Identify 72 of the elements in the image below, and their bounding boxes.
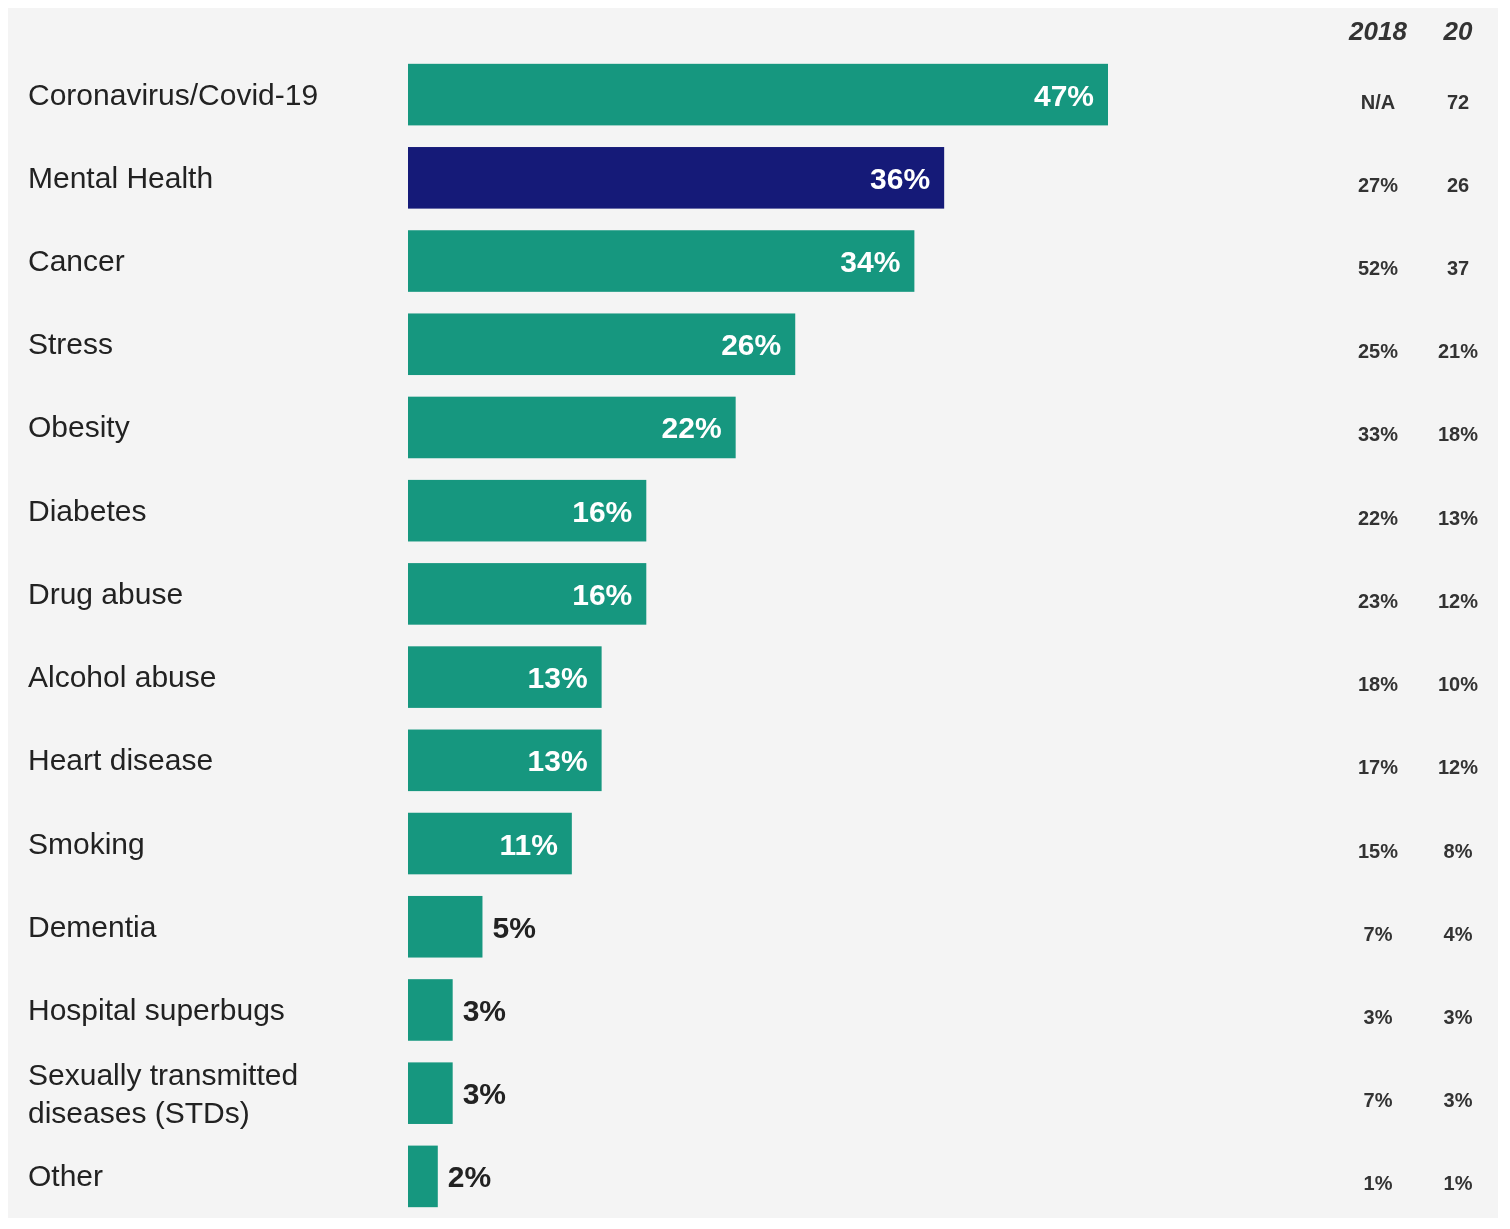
y-tick-label: Obesity [28, 410, 130, 444]
bar [408, 230, 915, 292]
bar [408, 1062, 453, 1124]
data-label: 13% [527, 661, 588, 695]
y-tick-label: Hospital superbugs [28, 992, 285, 1026]
bar [408, 563, 647, 625]
text: 8% [1443, 839, 1473, 862]
y-tick-label: Dementia [28, 909, 157, 943]
bar [408, 729, 602, 792]
bar [408, 812, 572, 875]
text: 20 [1442, 16, 1473, 46]
text: 3% [1363, 1005, 1393, 1028]
text: 18% [1357, 673, 1399, 696]
text: 27% [1357, 173, 1399, 196]
text: 2018 [1348, 16, 1408, 46]
text: 1% [1443, 1172, 1473, 1195]
bar [408, 1145, 438, 1208]
text: 26 [1446, 173, 1470, 196]
bar [408, 396, 736, 459]
text: 25% [1357, 340, 1399, 363]
text: 37 [1446, 257, 1470, 280]
text: 7% [1363, 922, 1393, 945]
bar [408, 979, 453, 1041]
data-label: 47% [1033, 78, 1094, 112]
text: 3% [1443, 1005, 1473, 1028]
text: N/A [1360, 90, 1396, 113]
y-tick-label: Stress [28, 327, 114, 361]
data-label: 16% [572, 494, 633, 528]
text: 12% [1437, 589, 1479, 612]
y-tick-label: Heart disease [28, 743, 214, 777]
bar [408, 646, 602, 708]
text: 52% [1357, 257, 1399, 280]
bar [408, 895, 483, 958]
y-tick-label: Cancer [28, 244, 125, 278]
text: 23% [1357, 589, 1399, 612]
data-label: 3% [462, 993, 507, 1027]
bar [408, 313, 796, 376]
data-label: 26% [721, 328, 782, 362]
text: 33% [1357, 423, 1399, 446]
text: 3% [1443, 1089, 1473, 1112]
data-label: 34% [840, 245, 901, 279]
data-label: 2% [447, 1160, 492, 1194]
text: 17% [1357, 756, 1399, 779]
text: 72 [1446, 90, 1470, 113]
text: 21% [1437, 340, 1479, 363]
y-tick-label: Drug abuse [28, 576, 184, 610]
y-tick-label: Mental Health [28, 160, 214, 194]
text: 18% [1437, 423, 1479, 446]
y-tick-label: Sexually transmitted diseases (STDs) [28, 1058, 299, 1130]
data-label: 22% [661, 411, 722, 445]
y-tick-label: Smoking [28, 826, 145, 860]
text: 13% [1437, 506, 1479, 529]
text: 10% [1437, 673, 1479, 696]
text: 4% [1443, 922, 1473, 945]
data-label: 36% [870, 161, 931, 195]
text: 7% [1363, 1089, 1393, 1112]
text: 22% [1357, 506, 1399, 529]
bar [408, 479, 647, 542]
y-tick-label: Other [28, 1159, 104, 1193]
y-tick-label: Coronavirus/Covid-19 [28, 77, 319, 111]
y-tick-label: Alcohol abuse [28, 660, 217, 694]
bar [408, 63, 1108, 126]
data-label: 5% [492, 910, 536, 944]
text: 12% [1437, 756, 1479, 779]
text: 1% [1363, 1172, 1393, 1195]
data-label: 3% [462, 1077, 507, 1111]
data-label: 11% [499, 827, 558, 861]
data-label: 16% [572, 577, 633, 611]
data-label: 13% [527, 744, 588, 778]
text: 15% [1357, 839, 1399, 862]
y-tick-label: Diabetes [28, 493, 147, 527]
bar [408, 147, 945, 209]
